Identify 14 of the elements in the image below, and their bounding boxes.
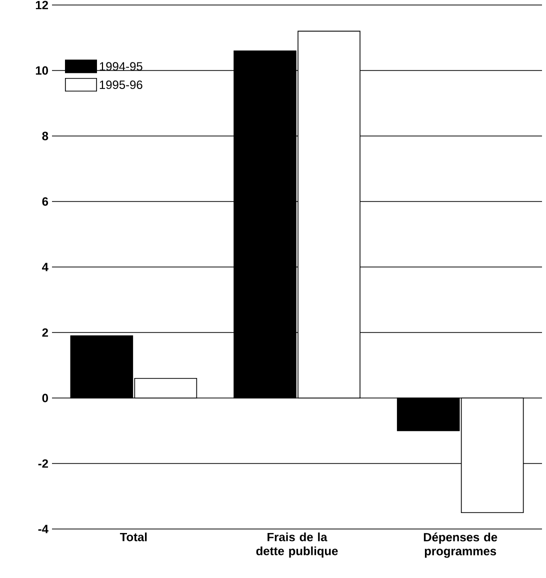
legend-label: 1995-96 [100,80,142,89]
y-tick-label: 8 [42,132,48,140]
legend-label: 1994-95 [100,62,142,71]
y-tick-label: 10 [36,66,48,75]
y-tick-label: 6 [42,197,48,206]
y-tick-label: -4 [38,524,48,534]
x-tick-label: Dépenses de programmes [424,532,498,558]
x-tick-label: Frais de la dette publique [256,532,338,558]
y-tick-label: -2 [38,459,48,468]
x-tick-label: Total [120,532,147,542]
y-tick-label: 4 [42,262,48,272]
y-tick-label: 12 [36,0,48,10]
y-tick-label: 0 [42,394,48,402]
y-tick-label: 2 [42,328,48,337]
